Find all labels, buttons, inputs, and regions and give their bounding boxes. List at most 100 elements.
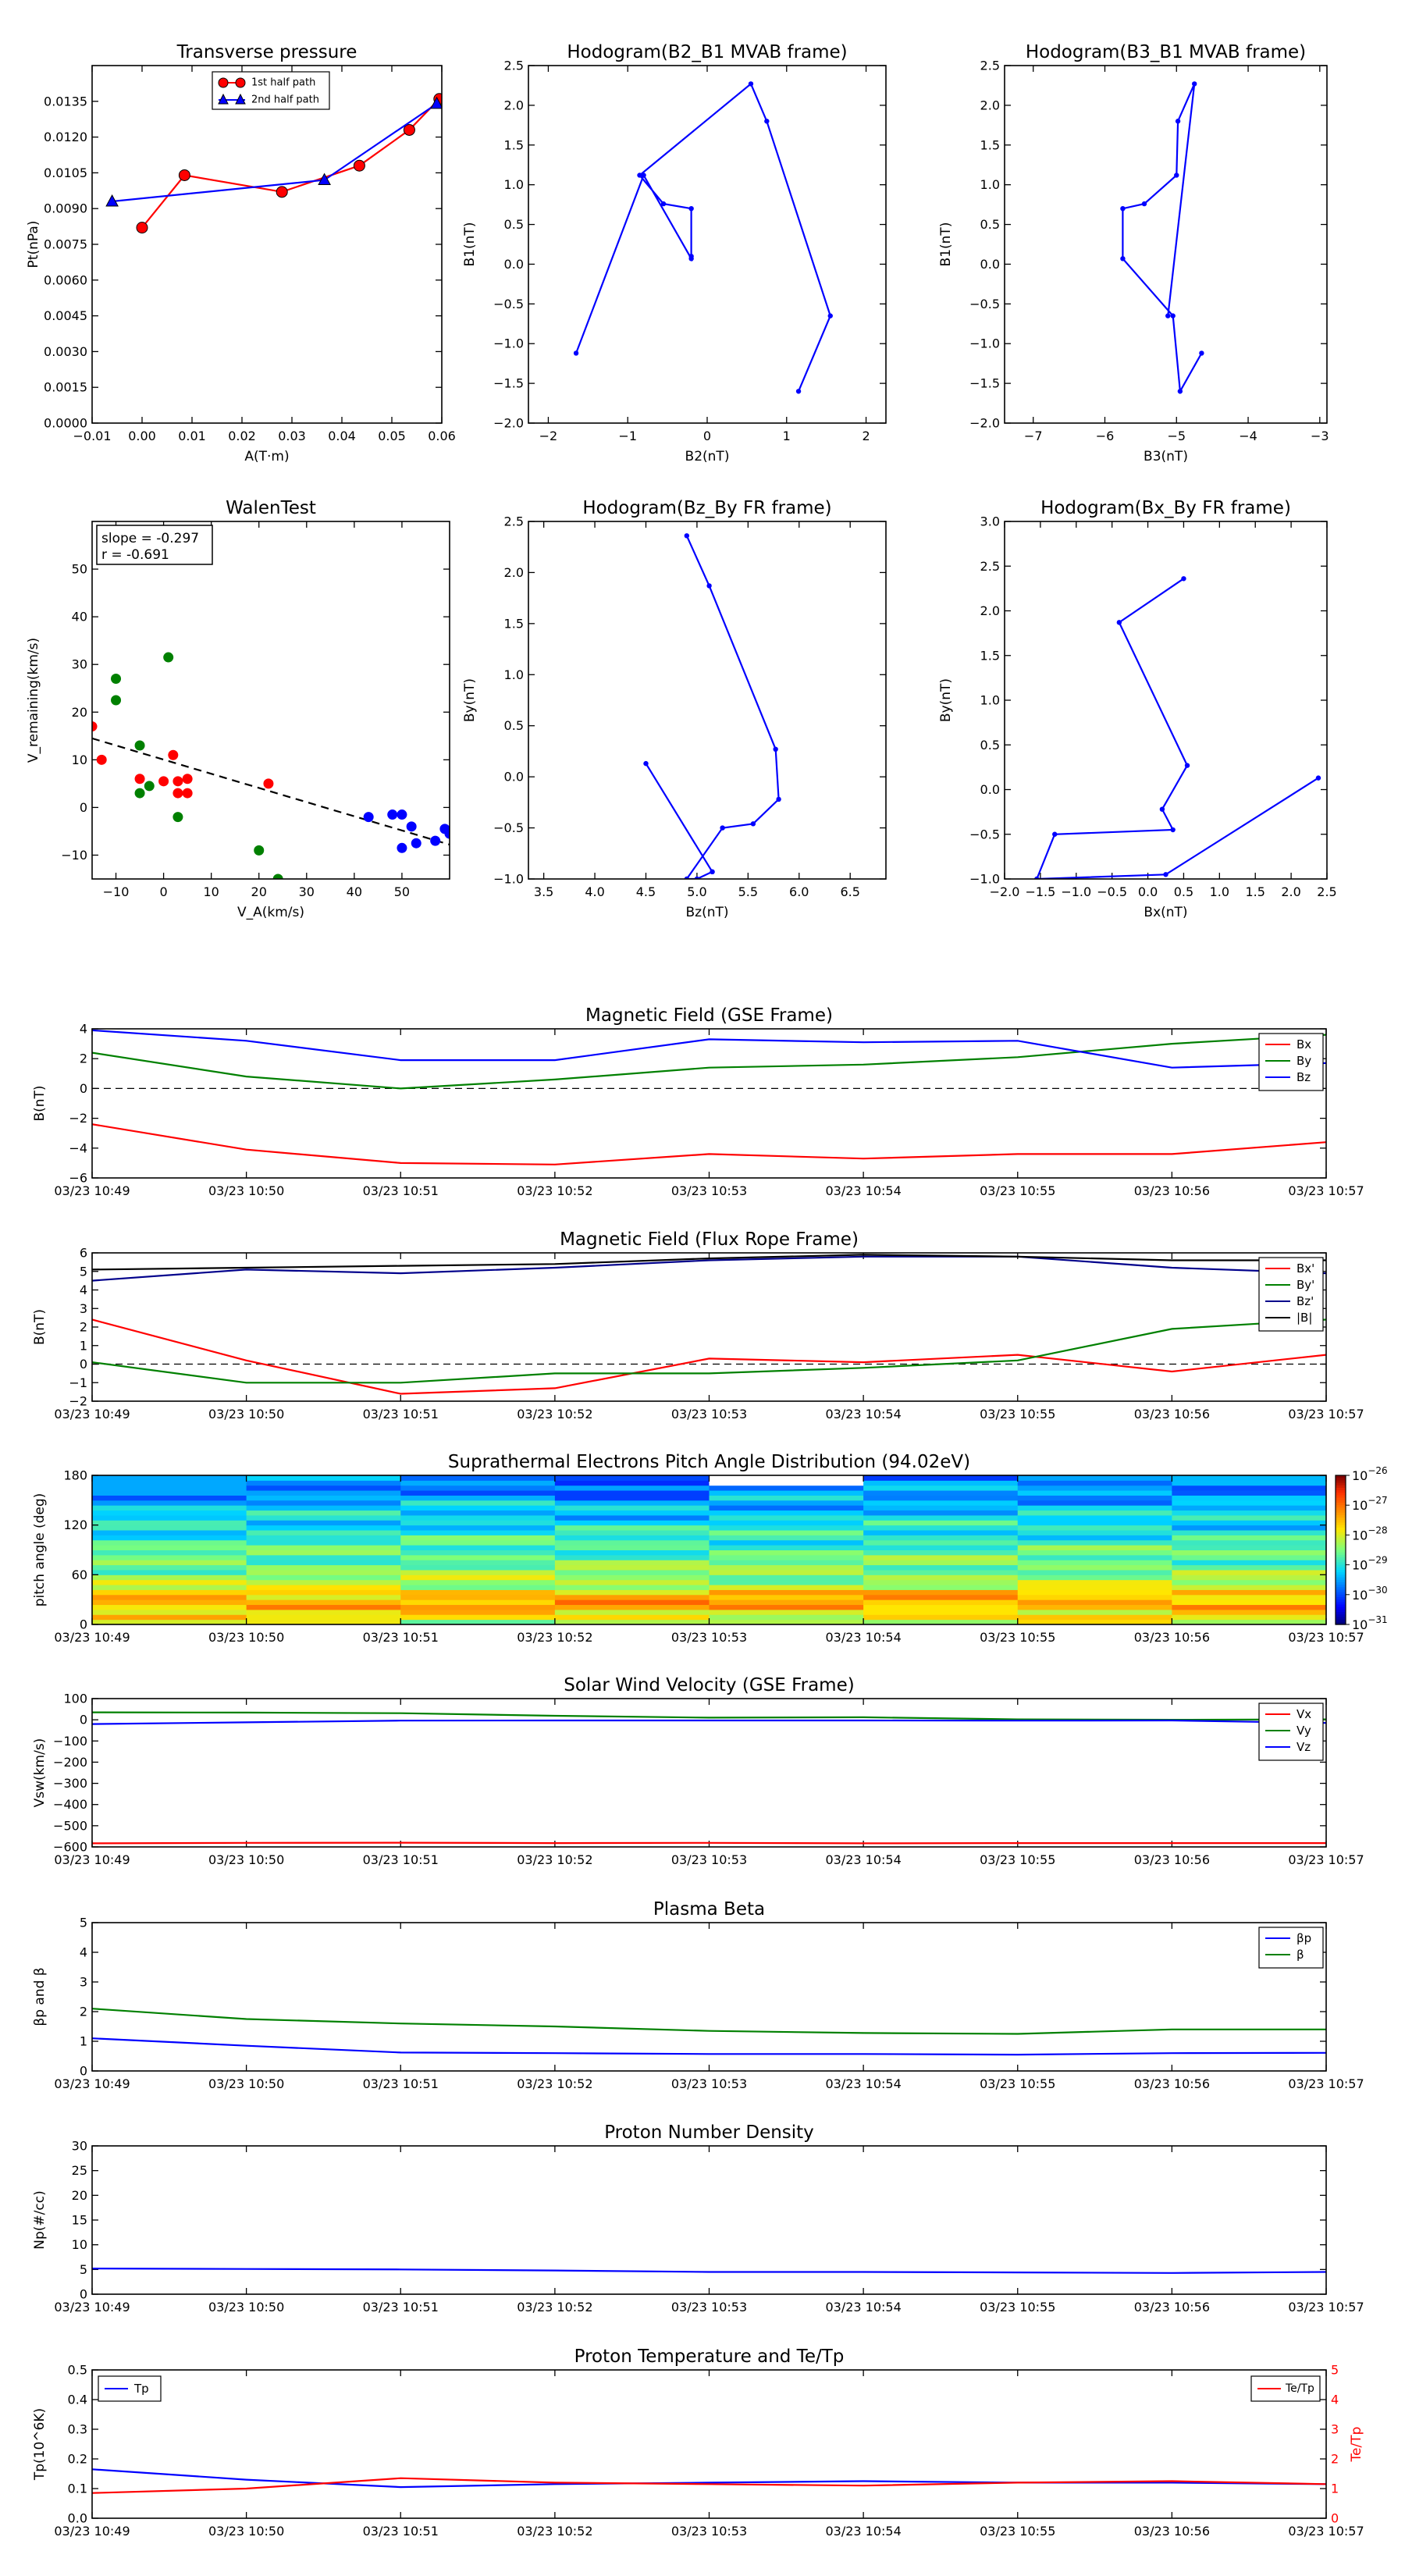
h1-point <box>795 389 802 394</box>
ts_np-xtick-label: 03/23 10:50 <box>208 2300 284 2314</box>
walen-plot-area <box>92 652 450 879</box>
ts_pad-cell <box>246 1545 401 1550</box>
ts_pad-cell <box>863 1475 1019 1481</box>
ts_beta-legend-label: βp <box>1297 1931 1311 1945</box>
ts_pad-cell <box>92 1485 247 1491</box>
ts_pad-cell <box>1172 1514 1326 1521</box>
ts_pad-cell <box>400 1554 556 1560</box>
h2-ytick-label: −1.0 <box>969 336 1000 351</box>
ts_pad-colorbar-step <box>1336 1609 1346 1613</box>
ts_pad-cell <box>246 1554 401 1560</box>
ts_np-xtick-label: 03/23 10:52 <box>517 2300 592 2314</box>
ts_pad-cell <box>554 1514 710 1521</box>
h3-xtick-label: 4.5 <box>636 884 656 899</box>
ts_pad-cell <box>1172 1495 1326 1501</box>
h2-ytick-label: 2.5 <box>980 59 1000 73</box>
ts_fr-xtick-label: 03/23 10:52 <box>517 1407 592 1421</box>
ts_mag-ytick-label: −4 <box>69 1140 87 1155</box>
ts_fr-ytick-label: 6 <box>80 1246 87 1261</box>
ts_tp-frame <box>91 2369 1327 2519</box>
ts_pad-colorbar-step <box>1336 1557 1346 1560</box>
ts_pad-cell <box>863 1609 1019 1615</box>
ts_pad-colorbar-step <box>1336 1617 1346 1621</box>
h2-point <box>1165 313 1171 318</box>
ts_pad-cell <box>1017 1554 1172 1560</box>
ts_pad-cell <box>1172 1594 1326 1600</box>
ts_pad-cell <box>400 1574 556 1581</box>
ts_pad-cell <box>92 1500 247 1506</box>
ts_pad-xtick-label: 03/23 10:50 <box>208 1630 284 1645</box>
h1-point <box>827 313 833 318</box>
ts_pad-cell <box>554 1505 710 1511</box>
ts_pad-cell <box>709 1480 864 1486</box>
ts_pad-cell <box>1017 1614 1172 1621</box>
walen-point <box>173 788 183 799</box>
ts_fr-xtick-label: 03/23 10:51 <box>363 1407 439 1421</box>
ts_pad-cell <box>92 1594 247 1600</box>
ts_pad-cell <box>92 1604 247 1610</box>
ts_pad-colorbar-label: 10−26 <box>1352 1465 1388 1483</box>
tp-frame <box>91 65 443 424</box>
ts_pad-cell <box>709 1619 864 1624</box>
ts_tp-xtick-label: 03/23 10:50 <box>208 2524 284 2539</box>
ts_fr-xtick-label: 03/23 10:53 <box>671 1407 747 1421</box>
ts_pad-colorbar-step <box>1336 1490 1346 1493</box>
tp-point <box>178 169 190 181</box>
ts_np-ytick-label: 30 <box>72 2139 87 2154</box>
ts_pad-colorbar-step <box>1336 1495 1346 1499</box>
ts_pad-cell <box>1172 1510 1326 1516</box>
ts_pad-colorbar-step <box>1336 1619 1346 1623</box>
walen-frame <box>91 521 450 880</box>
ts_pad-ytick-label: 60 <box>72 1567 87 1582</box>
ts_fr-xtick-label: 03/23 10:50 <box>208 1407 284 1421</box>
ts_pad-cell <box>863 1510 1019 1516</box>
tp-xtick-label: 0.03 <box>278 429 306 443</box>
h2-ytick-label: 1.5 <box>980 137 1000 152</box>
ts_pad-cell <box>92 1564 247 1571</box>
h2-ylabel: B1(nT) <box>938 222 954 267</box>
ts_pad-colorbar-step <box>1336 1527 1346 1531</box>
h1-point <box>764 119 770 124</box>
ts_pad-cell <box>1017 1545 1172 1550</box>
tp-ytick-label: 0.0045 <box>44 308 87 323</box>
h2-point <box>1177 389 1183 394</box>
ts_pad-colorbar-label: 10−28 <box>1352 1525 1388 1542</box>
ts_pad-colorbar-step <box>1336 1512 1346 1516</box>
tp-xtick-label: 0.00 <box>128 429 156 443</box>
ts_tp-ytick-right-label: 1 <box>1331 2482 1339 2496</box>
h2-point <box>1192 81 1197 87</box>
tp-ytick-label: 0.0060 <box>44 272 87 287</box>
ts_mag-ytick-label: 0 <box>80 1081 87 1096</box>
h4-point <box>1159 806 1165 812</box>
ts_tp-ytick-right-label: 2 <box>1331 2452 1339 2467</box>
walen-point <box>173 776 183 787</box>
ts_pad-colorbar-step <box>1336 1552 1346 1556</box>
h3-xtick-label: 6.0 <box>789 884 809 899</box>
h1-point <box>688 254 694 259</box>
ts_pad-colorbar-step <box>1336 1539 1346 1543</box>
ts_pad-colorbar-step <box>1336 1480 1346 1484</box>
ts_pad-cell <box>709 1574 864 1581</box>
ts_pad-cell <box>1017 1495 1172 1501</box>
walen-point <box>163 652 174 663</box>
h4-ytick-label: 0.5 <box>980 738 1000 753</box>
walen-point <box>397 809 407 820</box>
ts_pad-frame <box>91 1475 1327 1625</box>
ts_pad-colorbar-step <box>1336 1554 1346 1558</box>
h2-point <box>1120 256 1126 262</box>
ts_fr-ytick-label: 3 <box>80 1301 87 1316</box>
h3-ytick-label: −1.0 <box>493 872 524 887</box>
ts_pad-colorbar-step <box>1336 1589 1346 1593</box>
ts_pad-cell <box>1017 1520 1172 1526</box>
ts_pad-cell <box>709 1569 864 1575</box>
h3-series-line <box>645 763 713 873</box>
tp-legend-marker <box>218 77 229 88</box>
ts_pad-cell <box>1172 1564 1326 1571</box>
ts_vel-ytick-label: −300 <box>53 1776 87 1791</box>
ts_np-xtick-label: 03/23 10:57 <box>1288 2300 1364 2314</box>
ts_pad-cell <box>92 1599 247 1606</box>
ts_pad-colorbar-step <box>1336 1606 1346 1610</box>
ts_pad-colorbar-step <box>1336 1550 1346 1553</box>
ts_pad-cell <box>400 1545 556 1550</box>
ts_mag-xtick-label: 03/23 10:50 <box>208 1183 284 1198</box>
